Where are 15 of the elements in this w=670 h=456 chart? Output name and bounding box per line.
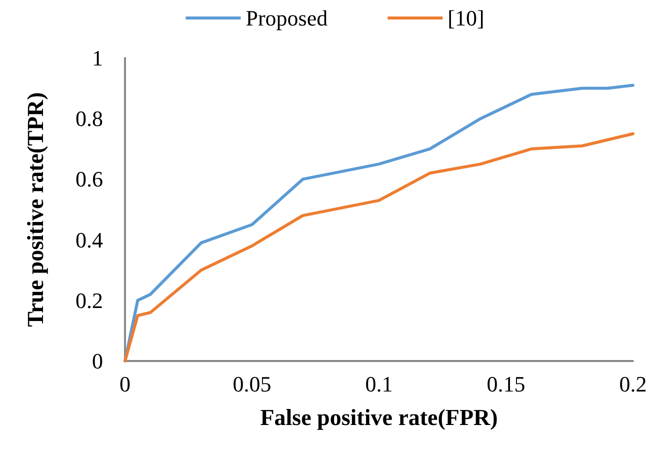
y-tick-label: 0.8	[76, 106, 103, 132]
x-tick-label: 0.15	[486, 372, 526, 396]
x-tick-label: 0.2	[619, 372, 647, 396]
x-tick-label: 0.1	[365, 372, 393, 396]
y-tick-label: 0.4	[76, 227, 103, 252]
y-tick-label: 0	[92, 348, 103, 374]
y-tick-label: 0.2	[76, 288, 103, 313]
legend-label: [10]	[448, 6, 484, 30]
x-tick-label: 0	[120, 372, 130, 396]
x-tick-label: 0.05	[232, 372, 272, 396]
y-tick-label: 1	[92, 46, 103, 70]
legend-label: Proposed	[246, 6, 328, 30]
x-axis-title: False positive rate(FPR)	[260, 405, 498, 430]
y-tick-label: 0.6	[76, 166, 103, 192]
y-axis-title: True positive rate(TPR)	[23, 92, 48, 327]
